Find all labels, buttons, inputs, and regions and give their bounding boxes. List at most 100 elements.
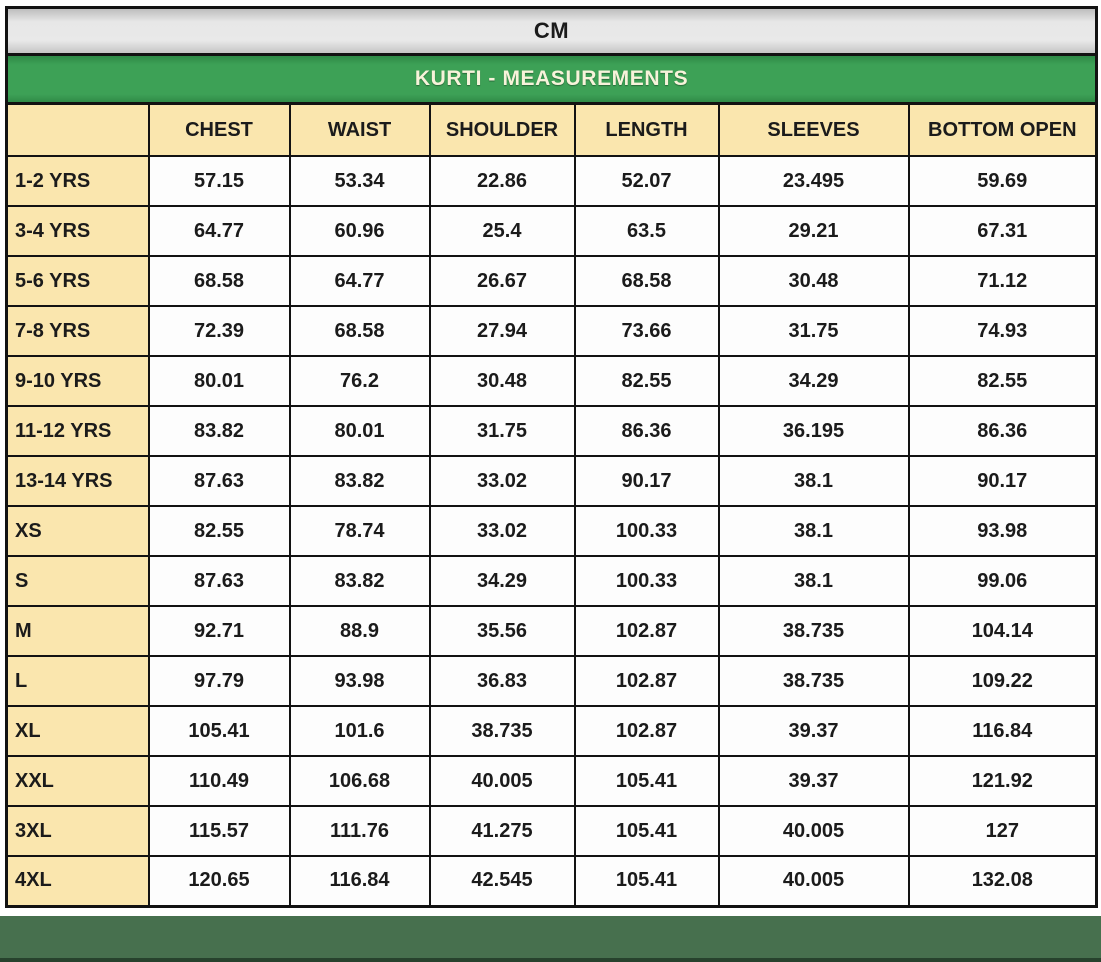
column-header-waist: WAIST	[288, 102, 431, 157]
row-label-cell: S	[5, 555, 150, 607]
value-cell: 40.005	[717, 805, 910, 857]
column-header-shoulder: SHOULDER	[428, 102, 576, 157]
value-cell: 40.005	[717, 855, 910, 907]
table-row: XS 82.55 78.74 33.02 100.33 38.1 93.98	[5, 505, 1098, 557]
value-cell: 83.82	[288, 455, 431, 507]
value-cell: 80.01	[288, 405, 431, 457]
row-label-cell: XL	[5, 705, 150, 757]
table-row: 7-8 YRS 72.39 68.58 27.94 73.66 31.75 74.93	[5, 305, 1098, 357]
value-cell: 116.84	[907, 705, 1098, 757]
value-cell: 90.17	[907, 455, 1098, 507]
value-cell: 105.41	[573, 855, 720, 907]
value-cell: 38.735	[717, 655, 910, 707]
row-label-cell: L	[5, 655, 150, 707]
value-cell: 23.495	[717, 155, 910, 207]
value-cell: 132.08	[907, 855, 1098, 907]
value-cell: 73.66	[573, 305, 720, 357]
value-cell: 26.67	[428, 255, 576, 307]
value-cell: 80.01	[147, 355, 291, 407]
page-title: KURTI - MEASUREMENTS	[5, 53, 1098, 105]
value-cell: 25.4	[428, 205, 576, 257]
value-cell: 38.1	[717, 505, 910, 557]
value-cell: 90.17	[573, 455, 720, 507]
value-cell: 100.33	[573, 505, 720, 557]
value-cell: 64.77	[147, 205, 291, 257]
value-cell: 34.29	[717, 355, 910, 407]
value-cell: 83.82	[288, 555, 431, 607]
column-header-length: LENGTH	[573, 102, 720, 157]
value-cell: 78.74	[288, 505, 431, 557]
value-cell: 83.82	[147, 405, 291, 457]
column-header-bottom-open: BOTTOM OPEN	[907, 102, 1098, 157]
value-cell: 86.36	[573, 405, 720, 457]
value-cell: 39.37	[717, 755, 910, 807]
value-cell: 92.71	[147, 605, 291, 657]
table-row: XXL 110.49 106.68 40.005 105.41 39.37 121.92	[5, 755, 1098, 807]
value-cell: 82.55	[907, 355, 1098, 407]
table-row: 9-10 YRS 80.01 76.2 30.48 82.55 34.29 82.55	[5, 355, 1098, 407]
row-label-cell: 13-14 YRS	[5, 455, 150, 507]
column-header-sleeves: SLEEVES	[717, 102, 910, 157]
value-cell: 40.005	[428, 755, 576, 807]
row-label-cell: 1-2 YRS	[5, 155, 150, 207]
unit-row: CM	[5, 6, 1098, 56]
table-row: XL 105.41 101.6 38.735 102.87 39.37 116.84	[5, 705, 1098, 757]
value-cell: 27.94	[428, 305, 576, 357]
unit-label: CM	[5, 6, 1098, 56]
row-label-cell: 11-12 YRS	[5, 405, 150, 457]
value-cell: 36.195	[717, 405, 910, 457]
value-cell: 36.83	[428, 655, 576, 707]
value-cell: 31.75	[717, 305, 910, 357]
value-cell: 31.75	[428, 405, 576, 457]
value-cell: 35.56	[428, 605, 576, 657]
table-row: S 87.63 83.82 34.29 100.33 38.1 99.06	[5, 555, 1098, 607]
value-cell: 111.76	[288, 805, 431, 857]
footer-bar	[0, 916, 1101, 962]
row-label-cell: 7-8 YRS	[5, 305, 150, 357]
row-label-cell: XXL	[5, 755, 150, 807]
value-cell: 52.07	[573, 155, 720, 207]
value-cell: 33.02	[428, 505, 576, 557]
value-cell: 102.87	[573, 705, 720, 757]
value-cell: 82.55	[147, 505, 291, 557]
title-row: KURTI - MEASUREMENTS	[5, 53, 1098, 105]
value-cell: 76.2	[288, 355, 431, 407]
value-cell: 68.58	[147, 255, 291, 307]
table-row: M 92.71 88.9 35.56 102.87 38.735 104.14	[5, 605, 1098, 657]
value-cell: 41.275	[428, 805, 576, 857]
value-cell: 105.41	[147, 705, 291, 757]
value-cell: 67.31	[907, 205, 1098, 257]
value-cell: 116.84	[288, 855, 431, 907]
value-cell: 105.41	[573, 805, 720, 857]
value-cell: 87.63	[147, 555, 291, 607]
table-row: 3XL 115.57 111.76 41.275 105.41 40.005 127	[5, 805, 1098, 857]
value-cell: 71.12	[907, 255, 1098, 307]
table-row: 4XL 120.65 116.84 42.545 105.41 40.005 132.08	[5, 855, 1098, 907]
value-cell: 97.79	[147, 655, 291, 707]
value-cell: 34.29	[428, 555, 576, 607]
value-cell: 101.6	[288, 705, 431, 757]
value-cell: 86.36	[907, 405, 1098, 457]
value-cell: 60.96	[288, 205, 431, 257]
value-cell: 68.58	[288, 305, 431, 357]
value-cell: 68.58	[573, 255, 720, 307]
row-label-cell: 3XL	[5, 805, 150, 857]
table-row: 5-6 YRS 68.58 64.77 26.67 68.58 30.48 71.12	[5, 255, 1098, 307]
table-row: 11-12 YRS 83.82 80.01 31.75 86.36 36.195 86.3…	[5, 405, 1098, 457]
value-cell: 109.22	[907, 655, 1098, 707]
value-cell: 57.15	[147, 155, 291, 207]
table-row: 1-2 YRS 57.15 53.34 22.86 52.07 23.495 59.69	[5, 155, 1098, 207]
value-cell: 64.77	[288, 255, 431, 307]
value-cell: 82.55	[573, 355, 720, 407]
table-row: 13-14 YRS 87.63 83.82 33.02 90.17 38.1 90.17	[5, 455, 1098, 507]
value-cell: 104.14	[907, 605, 1098, 657]
row-label-cell: 5-6 YRS	[5, 255, 150, 307]
value-cell: 29.21	[717, 205, 910, 257]
value-cell: 39.37	[717, 705, 910, 757]
row-label-cell: XS	[5, 505, 150, 557]
value-cell: 38.1	[717, 555, 910, 607]
row-label-cell: M	[5, 605, 150, 657]
value-cell: 93.98	[288, 655, 431, 707]
value-cell: 100.33	[573, 555, 720, 607]
